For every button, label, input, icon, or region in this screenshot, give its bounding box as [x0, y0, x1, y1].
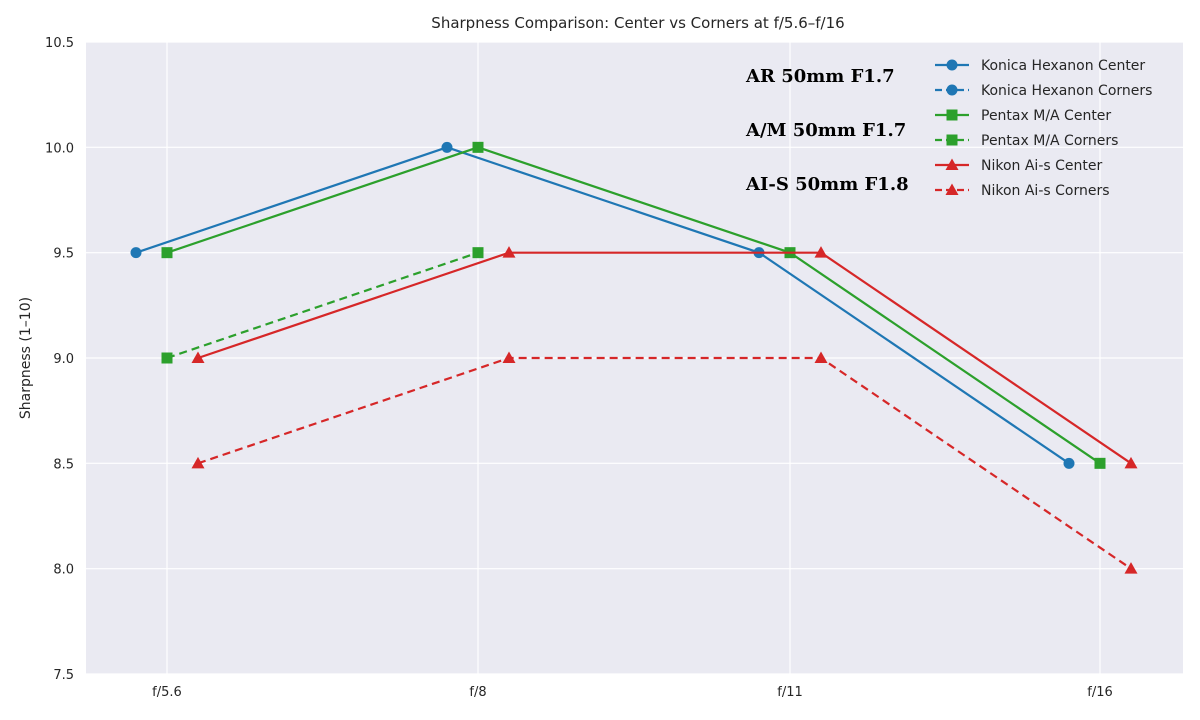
series-nikon-ai-s-corners: [191, 351, 1138, 574]
data-point: [441, 141, 453, 153]
x-tick-labels: f/5.6 f/8 f/11 f/16: [152, 685, 1113, 700]
y-tick-labels: 7.5 8.0 8.5 9.0 9.5 10.0 10.5: [45, 36, 74, 683]
series-line: [197, 356, 1132, 570]
y-tick-label: 10.5: [45, 36, 74, 51]
data-point: [130, 247, 142, 259]
x-tick-label: f/5.6: [152, 685, 182, 700]
x-tick-label: f/16: [1087, 685, 1113, 700]
y-axis-label: Sharpness (1–10): [18, 297, 34, 419]
lens-annotations: AR 50mm F1.7 A/M 50mm F1.7 AI-S 50mm F1.8: [745, 66, 909, 195]
data-point: [161, 247, 173, 259]
legend: Konica Hexanon Center Konica Hexanon Corn…: [935, 58, 1152, 199]
data-point: [1094, 457, 1106, 469]
series-line: [135, 146, 1070, 465]
data-point: [502, 351, 516, 363]
lens-annotation: AI-S 50mm F1.8: [745, 174, 909, 195]
legend-marker: [945, 183, 959, 195]
data-point: [472, 141, 484, 153]
chart-title: Sharpness Comparison: Center vs Corners …: [431, 14, 844, 32]
series-layer: [130, 141, 1138, 574]
legend-label: Konica Hexanon Corners: [981, 83, 1152, 99]
series-konica-hexanon-center: [130, 141, 1075, 469]
data-point: [814, 246, 828, 258]
lens-annotation: AR 50mm F1.7: [745, 66, 895, 87]
legend-item: Konica Hexanon Center: [935, 58, 1145, 74]
data-point: [502, 246, 516, 258]
legend-item: Nikon Ai-s Corners: [935, 183, 1110, 199]
legend-item: Nikon Ai-s Center: [935, 158, 1102, 174]
legend-label: Nikon Ai-s Center: [981, 158, 1102, 174]
legend-marker: [945, 158, 959, 170]
legend-label: Konica Hexanon Center: [981, 58, 1145, 74]
legend-label: Pentax M/A Center: [981, 108, 1111, 124]
data-point: [191, 456, 205, 469]
data-point: [814, 351, 828, 363]
legend-item: Pentax M/A Center: [935, 108, 1111, 124]
legend-marker: [946, 109, 958, 121]
y-tick-label: 9.0: [53, 352, 74, 367]
data-point: [1063, 457, 1075, 469]
series-line: [197, 251, 1132, 465]
legend-marker: [946, 59, 958, 71]
data-point: [1124, 562, 1138, 574]
series-line: [166, 146, 1101, 465]
legend-marker: [946, 84, 958, 96]
data-point: [191, 351, 205, 363]
legend-item: Pentax M/A Corners: [935, 133, 1118, 149]
y-tick-label: 10.0: [45, 141, 74, 156]
x-tick-label: f/11: [777, 685, 803, 700]
y-tick-label: 8.5: [53, 457, 74, 472]
data-point: [472, 247, 484, 259]
y-tick-label: 9.5: [53, 247, 74, 262]
legend-item: Konica Hexanon Corners: [935, 83, 1152, 99]
lens-annotation: A/M 50mm F1.7: [745, 120, 906, 141]
x-tick-label: f/8: [469, 685, 486, 700]
legend-label: Nikon Ai-s Corners: [981, 183, 1110, 199]
data-point: [1124, 456, 1138, 469]
data-point: [161, 352, 173, 364]
series-nikon-ai-s-center: [191, 246, 1138, 469]
series-pentax-m-a-corners: [161, 247, 484, 364]
legend-label: Pentax M/A Corners: [981, 133, 1118, 149]
y-tick-label: 7.5: [53, 668, 74, 683]
series-line: [166, 251, 479, 360]
y-tick-label: 8.0: [53, 563, 74, 578]
legend-marker: [946, 134, 958, 146]
